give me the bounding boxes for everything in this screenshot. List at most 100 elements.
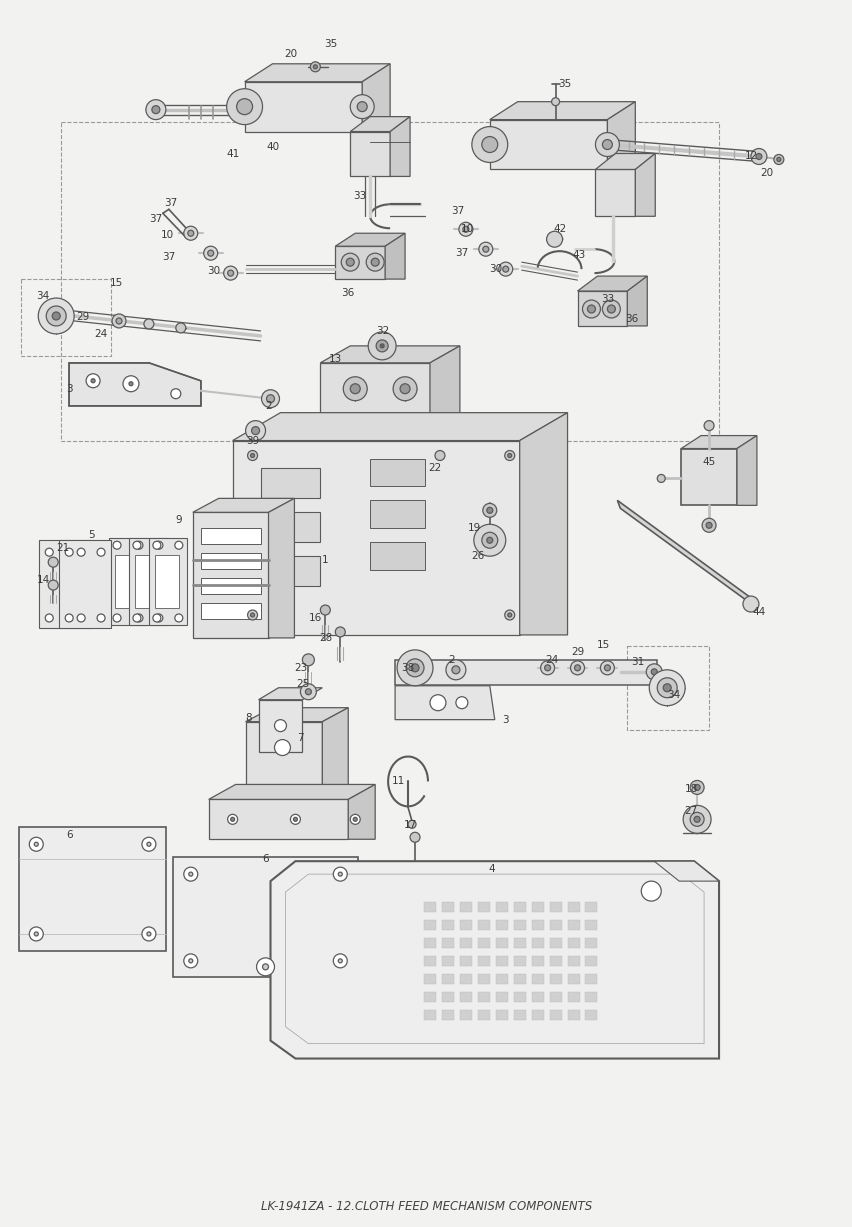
Circle shape: [300, 683, 316, 699]
Circle shape: [400, 384, 410, 394]
Text: 42: 42: [552, 225, 566, 234]
Polygon shape: [233, 412, 567, 440]
Polygon shape: [531, 902, 543, 912]
Text: 35: 35: [323, 39, 337, 49]
Polygon shape: [459, 937, 471, 948]
Polygon shape: [617, 501, 756, 609]
Circle shape: [742, 596, 758, 612]
Circle shape: [290, 815, 300, 825]
Circle shape: [129, 382, 133, 385]
Polygon shape: [423, 1010, 435, 1020]
Polygon shape: [423, 920, 435, 930]
Polygon shape: [607, 102, 635, 169]
Text: 10: 10: [161, 231, 174, 240]
Polygon shape: [370, 542, 424, 571]
Polygon shape: [200, 578, 260, 594]
Polygon shape: [477, 937, 489, 948]
Text: LK-1941ZA - 12.CLOTH FEED MECHANISM COMPONENTS: LK-1941ZA - 12.CLOTH FEED MECHANISM COMP…: [261, 1200, 592, 1212]
Circle shape: [663, 683, 671, 692]
Circle shape: [350, 815, 360, 825]
Polygon shape: [459, 956, 471, 966]
Polygon shape: [423, 974, 435, 984]
Polygon shape: [549, 991, 561, 1001]
Polygon shape: [270, 861, 718, 1059]
Polygon shape: [129, 539, 167, 625]
Circle shape: [429, 694, 446, 710]
Circle shape: [604, 665, 610, 671]
Circle shape: [701, 518, 715, 533]
Circle shape: [346, 258, 354, 266]
Text: 23: 23: [293, 663, 307, 672]
Polygon shape: [233, 440, 519, 634]
Text: 40: 40: [266, 141, 279, 151]
Circle shape: [338, 872, 342, 876]
Text: 30: 30: [489, 264, 502, 274]
Circle shape: [478, 242, 492, 256]
Text: 8: 8: [245, 713, 251, 723]
Polygon shape: [513, 956, 525, 966]
Text: 34: 34: [37, 291, 49, 301]
Text: 18: 18: [683, 784, 697, 794]
Polygon shape: [245, 721, 322, 807]
Circle shape: [227, 270, 233, 276]
Circle shape: [335, 627, 345, 637]
Circle shape: [29, 837, 43, 852]
Circle shape: [152, 106, 159, 114]
Circle shape: [97, 614, 105, 622]
Polygon shape: [370, 459, 424, 486]
Polygon shape: [584, 974, 596, 984]
Circle shape: [376, 340, 388, 352]
Polygon shape: [489, 119, 607, 169]
Text: 3: 3: [66, 384, 72, 394]
Polygon shape: [567, 920, 579, 930]
Circle shape: [146, 99, 165, 119]
Polygon shape: [477, 920, 489, 930]
Text: 6: 6: [262, 854, 268, 864]
Polygon shape: [567, 1010, 579, 1020]
Text: 31: 31: [630, 656, 643, 666]
Circle shape: [133, 614, 141, 622]
Circle shape: [482, 503, 496, 518]
Text: 29: 29: [570, 647, 584, 656]
Polygon shape: [736, 436, 756, 506]
Circle shape: [133, 541, 141, 550]
Text: 25: 25: [296, 679, 308, 688]
Circle shape: [397, 650, 433, 686]
Text: 33: 33: [354, 191, 366, 201]
Circle shape: [694, 784, 699, 790]
Polygon shape: [489, 102, 635, 119]
Polygon shape: [549, 937, 561, 948]
Polygon shape: [595, 153, 654, 169]
Polygon shape: [653, 861, 718, 881]
Polygon shape: [394, 686, 494, 720]
Circle shape: [544, 665, 550, 671]
Polygon shape: [200, 602, 260, 618]
Circle shape: [274, 740, 290, 756]
Circle shape: [338, 958, 342, 963]
Text: 37: 37: [149, 215, 163, 225]
Polygon shape: [531, 974, 543, 984]
Polygon shape: [513, 920, 525, 930]
Circle shape: [482, 247, 488, 253]
Circle shape: [641, 881, 660, 901]
Circle shape: [595, 133, 619, 157]
Polygon shape: [423, 902, 435, 912]
Text: 35: 35: [557, 79, 571, 88]
Polygon shape: [441, 902, 453, 912]
Circle shape: [188, 958, 193, 963]
Polygon shape: [245, 708, 348, 721]
Polygon shape: [477, 956, 489, 966]
Polygon shape: [567, 974, 579, 984]
Polygon shape: [626, 276, 647, 326]
Polygon shape: [584, 920, 596, 930]
Circle shape: [341, 253, 359, 271]
Circle shape: [262, 390, 279, 407]
Polygon shape: [531, 991, 543, 1001]
Circle shape: [502, 266, 508, 272]
Circle shape: [366, 253, 383, 271]
Polygon shape: [362, 64, 389, 131]
Circle shape: [682, 805, 711, 833]
Polygon shape: [513, 974, 525, 984]
Circle shape: [657, 677, 676, 698]
Text: 30: 30: [207, 266, 220, 276]
